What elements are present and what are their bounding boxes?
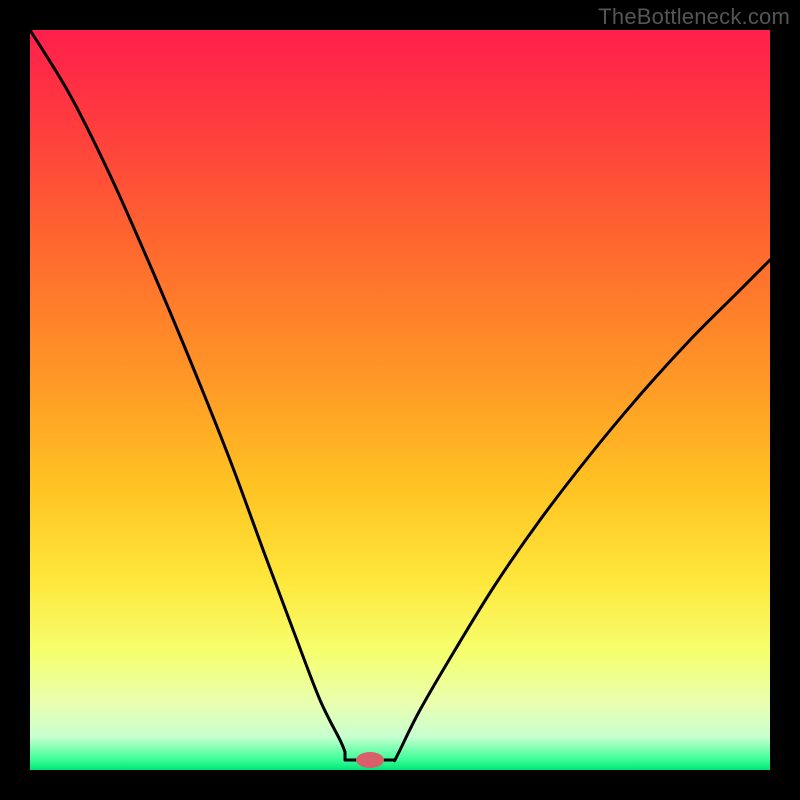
plot-background-gradient bbox=[30, 30, 770, 770]
optimal-point-marker bbox=[356, 752, 384, 768]
chart-container: TheBottleneck.com bbox=[0, 0, 800, 800]
bottleneck-curve-chart bbox=[0, 0, 800, 800]
watermark-text: TheBottleneck.com bbox=[598, 4, 790, 30]
